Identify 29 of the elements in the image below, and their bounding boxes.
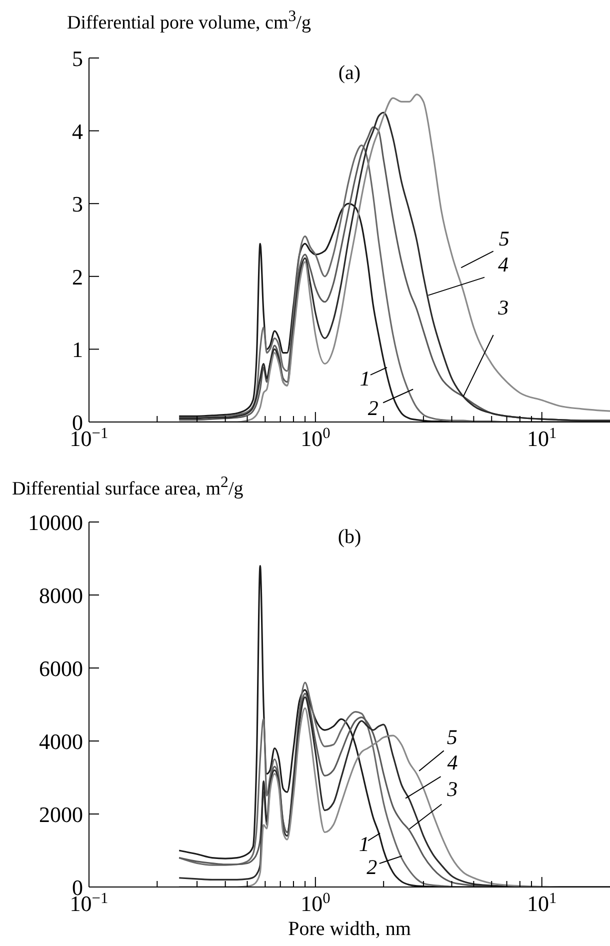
y-tick-label: 2000	[39, 802, 83, 827]
x-tick-label: 10$^{0}$	[300, 890, 331, 916]
annotation: 1	[360, 366, 370, 390]
y-tick-label: 10000	[28, 510, 83, 535]
chart-title: (a)	[337, 62, 362, 85]
x-axis-title: Pore width, nm	[287, 918, 412, 941]
annotation: 2	[368, 396, 379, 420]
y-tick-label: 2	[72, 264, 83, 290]
y-tick-label: 6000	[39, 656, 83, 681]
annotation: 1	[358, 832, 370, 856]
y-axis-title: Differential pore volume, cm$^{3}$/g	[67, 8, 311, 34]
annotation: 5	[446, 724, 458, 749]
y-tick-label: 4000	[39, 729, 83, 754]
annotation: 3	[497, 296, 509, 320]
y-tick-label: 5	[72, 46, 83, 71]
y-tick-label: 8000	[39, 583, 83, 608]
y-tick-label: 4	[72, 118, 83, 144]
chart-title: (b)	[336, 526, 362, 549]
y-axis-title: Differential surface area, m$^{2}$/g	[12, 474, 244, 500]
annotation: 4	[498, 252, 509, 276]
y-tick-label: 3	[72, 192, 83, 217]
x-tick-label: 10$^{1}$	[526, 890, 557, 916]
annotation: 3	[446, 776, 458, 801]
x-tick-label: 10$^{0}$	[300, 424, 331, 451]
x-tick-label: 10$^{1}$	[526, 424, 557, 451]
annotation: 4	[447, 750, 458, 774]
annotation: 5	[498, 226, 510, 251]
y-tick-label: 1	[72, 337, 83, 362]
annotation: 2	[366, 854, 378, 879]
